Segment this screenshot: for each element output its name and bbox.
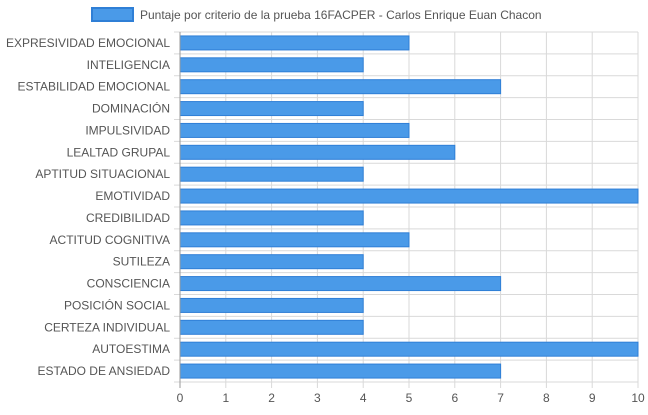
category-label: APTITUD SITUACIONAL — [35, 167, 170, 181]
bar[interactable] — [179, 276, 502, 292]
category-label: LEALTAD GRUPAL — [67, 145, 171, 159]
bars — [179, 35, 639, 379]
bar[interactable] — [179, 210, 364, 226]
x-tick-label: 5 — [406, 391, 413, 405]
bar[interactable] — [179, 122, 410, 138]
category-label: ESTABILIDAD EMOCIONAL — [18, 80, 171, 94]
legend-swatch[interactable] — [91, 7, 134, 22]
category-label: IMPULSIVIDAD — [85, 123, 170, 137]
bar[interactable] — [179, 254, 364, 270]
category-label: EXPRESIVIDAD EMOCIONAL — [6, 36, 170, 50]
category-label: EMOTIVIDAD — [95, 189, 170, 203]
category-label: CONSCIENCIA — [87, 277, 170, 291]
bar[interactable] — [179, 188, 639, 204]
x-tick-label: 4 — [360, 391, 367, 405]
bar[interactable] — [179, 35, 410, 51]
x-tick-label: 10 — [631, 391, 645, 405]
bar[interactable] — [179, 297, 364, 313]
category-label: ACTITUD COGNITIVA — [50, 233, 170, 247]
bar[interactable] — [179, 232, 410, 248]
category-label: SUTILEZA — [113, 255, 170, 269]
bar[interactable] — [179, 79, 502, 95]
x-tick-label: 9 — [589, 391, 596, 405]
category-label: ESTADO DE ANSIEDAD — [38, 364, 171, 378]
category-label: DOMINACIÓN — [92, 101, 170, 116]
bar[interactable] — [179, 57, 364, 73]
legend-label[interactable]: Puntaje por criterio de la prueba 16FACP… — [140, 8, 542, 22]
x-tick-label: 6 — [451, 391, 458, 405]
category-label: CERTEZA INDIVIDUAL — [44, 320, 170, 334]
x-tick-label: 2 — [268, 391, 275, 405]
bar[interactable] — [179, 319, 364, 335]
legend[interactable]: Puntaje por criterio de la prueba 16FACP… — [91, 7, 542, 22]
x-tick-label: 3 — [314, 391, 321, 405]
category-label: POSICIÓN SOCIAL — [64, 297, 170, 312]
x-tick-labels: 0 1 2 3 4 5 6 7 8 9 10 — [177, 391, 645, 405]
x-tick-label: 8 — [543, 391, 550, 405]
category-label: CREDIBILIDAD — [86, 211, 170, 225]
category-labels: EXPRESIVIDAD EMOCIONAL INTELIGENCIA ESTABI… — [6, 36, 170, 378]
x-tick-label: 7 — [497, 391, 504, 405]
category-label: INTELIGENCIA — [87, 58, 170, 72]
bar[interactable] — [179, 363, 502, 379]
category-label: AUTOESTIMA — [92, 342, 170, 356]
bar[interactable] — [179, 166, 364, 182]
x-tick-label: 0 — [177, 391, 184, 405]
bar[interactable] — [179, 101, 364, 117]
x-tick-label: 1 — [222, 391, 229, 405]
bar[interactable] — [179, 341, 639, 357]
bar[interactable] — [179, 144, 456, 160]
